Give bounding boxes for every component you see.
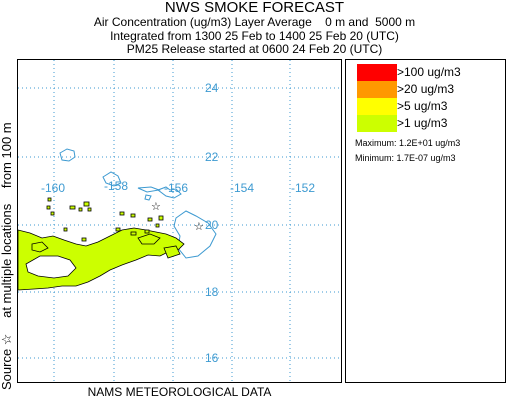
lat-label: 16: [205, 351, 219, 365]
legend-panel: >100 ug/m3 >20 ug/m3 >5 ug/m3 >1 ug/m3 M…: [345, 59, 506, 383]
smoke-patch: [137, 233, 161, 245]
smoke-speck: [47, 197, 52, 202]
maximum-value: Maximum: 1.2E+01 ug/m3: [355, 138, 461, 148]
smoke-speck: [158, 215, 164, 221]
smoke-speck: [63, 227, 68, 232]
source-info-label: Source ☆ at multiple locations from 100 …: [0, 60, 18, 390]
source-height: from 100 m: [0, 122, 14, 188]
smoke-speck: [115, 227, 121, 232]
release-start: PM25 Release started at 0600 24 Feb 20 (…: [126, 42, 383, 56]
star-icon: ☆: [194, 220, 204, 233]
svg-text:Source ☆ at multiple loc: Source ☆ at multiple locations from 100 …: [0, 122, 14, 390]
kauai-coast: [59, 148, 76, 162]
legend-swatch: [357, 64, 397, 81]
oahu-coast: [102, 171, 122, 187]
legend-label: >1 ug/m3: [397, 116, 448, 130]
lat-label: 20: [205, 218, 219, 232]
map-panel: -160 -158 -156 -154 -152 24 22 20 18 16: [17, 59, 342, 383]
smoke-plume: [17, 197, 185, 291]
smoke-clear-pocket: [25, 255, 77, 279]
smoke-speck: [119, 211, 125, 216]
big-island-coast: [173, 210, 217, 259]
smoke-map: -160 -158 -156 -154 -152 24 22 20 18 16: [17, 60, 341, 382]
smoke-speck: [50, 211, 55, 216]
integration-period: Integrated from 1300 25 Feb to 1400 25 F…: [110, 29, 399, 43]
lat-label: 18: [205, 285, 219, 299]
smoke-speck: [46, 205, 51, 210]
legend-swatch: [357, 115, 397, 132]
concentration-description: Air Concentration (ug/m3) Layer Average …: [93, 15, 416, 29]
lanai-coast: [144, 194, 152, 201]
smoke-speck: [69, 205, 76, 210]
smoke-speck: [147, 217, 153, 222]
smoke-speck: [130, 213, 136, 218]
maui-coast: [156, 186, 182, 199]
smoke-speck: [81, 237, 87, 242]
smoke-patch: [31, 241, 49, 253]
smoke-speck: [78, 207, 83, 212]
lat-label: 24: [205, 81, 219, 95]
lon-label: -158: [104, 179, 128, 193]
legend-swatch: [357, 81, 397, 98]
graticule: [18, 60, 341, 382]
smoke-patch: [163, 245, 181, 259]
star-icon: ☆: [151, 200, 161, 213]
source-prefix: Source ☆: [0, 334, 14, 390]
smoke-speck: [130, 231, 137, 236]
legend-swatch: [357, 98, 397, 115]
legend-label: >20 ug/m3: [397, 82, 455, 96]
lon-label: -156: [164, 181, 188, 195]
smoke-speck: [155, 223, 160, 228]
smoke-speck: [144, 229, 150, 234]
forecast-title: NWS SMOKE FORECAST: [164, 0, 345, 16]
molokai-coast: [137, 186, 161, 193]
smoke-speck: [83, 201, 90, 207]
lat-label: 22: [205, 150, 219, 164]
minimum-value: Minimum: 1.7E-07 ug/m3: [355, 153, 456, 163]
island-coastlines: [59, 148, 217, 259]
data-source-label: NAMS METEOROLOGICAL DATA: [87, 385, 272, 399]
legend-label: >5 ug/m3: [397, 99, 448, 113]
legend-label: >100 ug/m3: [397, 65, 461, 79]
lon-label: -160: [41, 181, 65, 195]
source-locations: at multiple locations: [0, 203, 14, 318]
lon-label: -152: [291, 181, 315, 195]
smoke-speck: [87, 207, 92, 212]
lon-label: -154: [230, 181, 254, 195]
